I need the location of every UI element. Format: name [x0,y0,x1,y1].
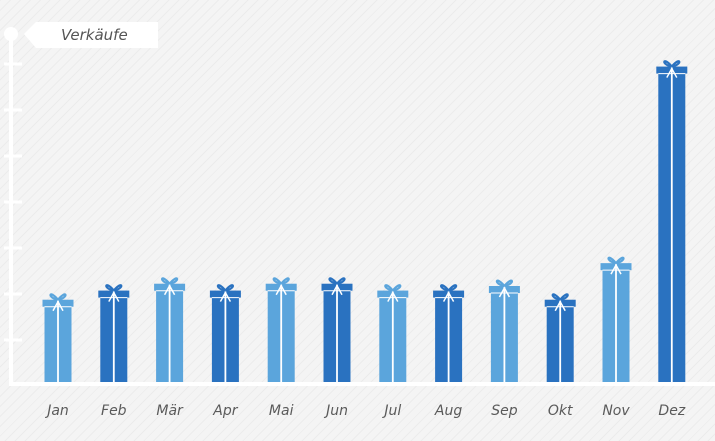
bar-Feb [98,284,130,382]
bow-loop-right [503,279,513,288]
bow-tails [554,301,566,312]
bow-loop-left [160,277,171,285]
bow-loop-right [57,293,67,301]
bow-tails [275,285,287,296]
chart-title: Verkäufe [61,26,128,44]
x-label-Dez: Dez [658,403,685,419]
x-label-Okt: Okt [548,403,573,419]
bow-loop-right [615,256,625,265]
bow-tails [108,292,120,302]
bow-loop-right [336,277,346,285]
bow-loop-left [495,279,506,288]
x-label-Nov: Nov [602,403,630,419]
y-axis [4,27,22,386]
bow-tails [52,301,64,312]
bow-tails [666,68,678,78]
bow-loop-left [216,284,227,292]
chart-title-tag-shape [24,22,158,48]
bar-Aug [433,284,465,382]
y-axis-top-knob [4,27,18,41]
bow-loop-left [440,284,450,292]
bow-tails [163,285,176,296]
bow-tails [498,287,511,298]
bow-loop-right [670,60,681,68]
bow-loop-left [272,277,283,285]
bar-Mär [154,277,186,382]
bow-loop-right [224,284,235,292]
bow-loop-right [559,293,569,301]
chart-title-tag: Verkäufe [24,22,158,48]
x-label-Apr: Apr [212,403,238,419]
bow-tails [387,292,399,302]
bow-tails [219,292,232,302]
bar-Apr [209,284,241,382]
x-label-Mär: Mär [156,403,184,419]
bar-Nov [600,256,632,382]
bars-group [42,60,688,383]
bar-Jun [321,277,353,382]
bar-Sep [488,279,520,382]
bar-Jul [377,284,409,382]
bow-loop-right [391,284,402,292]
bow-loop-left [384,284,394,292]
bow-loop-right [447,284,458,292]
bar-Jan [42,293,74,382]
bow-tails [610,264,622,275]
y-axis-ticks [4,62,22,342]
bow-loop-left [663,60,673,68]
x-label-Sep: Sep [491,403,518,419]
x-label-Jul: Jul [381,403,401,419]
x-axis-labels: Jan Feb Mär Apr Mai Jun Jul Aug Sep Okt Nov Dez [44,403,686,419]
bow-loop-right [112,284,123,292]
bow-loop-left [49,293,59,301]
x-label-Mai: Mai [269,403,294,419]
bow-loop-left [105,284,115,292]
bow-loop-left [551,293,562,301]
bow-loop-left [328,277,338,285]
bow-loop-left [607,256,617,265]
bow-tails [442,292,455,302]
bow-loop-right [280,277,290,285]
bar-Mai [265,277,297,382]
x-label-Aug: Aug [434,403,462,419]
x-label-Jan: Jan [44,403,69,419]
bar-Okt [544,293,576,382]
x-label-Feb: Feb [101,403,127,419]
bow-tails [331,285,343,296]
x-label-Jun: Jun [323,403,348,419]
bar-Dez [656,60,688,383]
bow-loop-right [168,277,179,285]
